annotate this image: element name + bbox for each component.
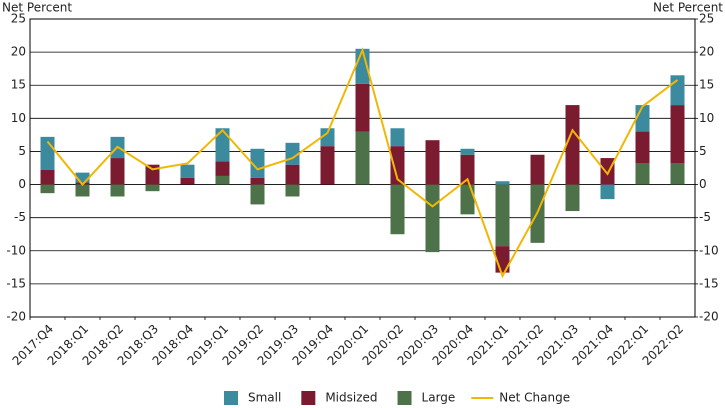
- legend-swatch: [224, 391, 238, 405]
- bar-segment: [670, 105, 685, 164]
- legend-label: Midsized: [325, 391, 377, 405]
- bar-segment: [355, 131, 370, 185]
- bar-segment: [565, 184, 580, 212]
- y-tick-label: -15: [6, 276, 26, 290]
- bar-segment: [285, 164, 300, 185]
- bar-segment: [670, 163, 685, 185]
- y-tick-label: 5: [18, 144, 26, 158]
- bar-segment: [460, 148, 475, 155]
- net-change-line: [46, 47, 679, 279]
- y2-tick-label: 25: [699, 12, 714, 26]
- y-tick-label: 15: [11, 78, 26, 92]
- bar-segment: [670, 75, 685, 106]
- bar-segment: [250, 148, 265, 178]
- bar-segment: [600, 158, 615, 185]
- y2-tick-label: 10: [699, 111, 714, 125]
- y2-tick-label: 0: [699, 177, 707, 191]
- bar-segment: [110, 158, 125, 185]
- y2-tick-label: -10: [699, 243, 719, 257]
- bar-segment: [355, 83, 370, 132]
- bar-segment: [215, 175, 230, 185]
- bar-segment: [145, 184, 160, 192]
- bar-segment: [320, 146, 335, 185]
- bar-segment: [495, 181, 510, 185]
- bar-segment: [390, 128, 405, 147]
- bar-segment: [180, 177, 195, 185]
- bar-segment: [460, 184, 475, 215]
- legend-label: Large: [422, 391, 456, 405]
- bar-segment: [635, 163, 650, 185]
- bar-segment: [320, 128, 335, 147]
- bar-segment: [390, 146, 405, 185]
- y2-tick-label: 5: [699, 144, 707, 158]
- bar-segment: [250, 177, 265, 185]
- bar-segment: [110, 184, 125, 197]
- y2-tick-label: 20: [699, 45, 714, 59]
- y2-tick-label: -5: [699, 210, 711, 224]
- bar-segment: [285, 184, 300, 197]
- y2-tick-label: 15: [699, 78, 714, 92]
- plot-frame: [29, 18, 696, 318]
- bar-segment: [40, 169, 55, 185]
- bar-segment: [600, 184, 615, 200]
- y-axis-label: Net Percent: [2, 1, 72, 15]
- legend-label: Net Change: [499, 391, 570, 405]
- y-tick-label: -5: [14, 210, 26, 224]
- y-tick-label: -10: [6, 243, 26, 257]
- y-tick-label: -20: [6, 310, 26, 324]
- bar-segment: [425, 184, 440, 253]
- legend-swatch: [301, 391, 316, 405]
- bar-segment: [390, 184, 405, 235]
- y-tick-label: 20: [11, 45, 26, 59]
- bar-segment: [635, 131, 650, 164]
- bar-segment: [530, 154, 545, 185]
- bar-segment: [635, 105, 650, 132]
- bar-segment: [495, 184, 510, 247]
- bar-segment: [425, 140, 440, 185]
- y-tick-label: 25: [11, 12, 26, 26]
- bar-segment: [75, 184, 90, 197]
- bar-segment: [180, 164, 195, 178]
- bar-segment: [215, 161, 230, 176]
- y2-tick-label: -15: [699, 276, 719, 290]
- y2-tick-label: -20: [699, 310, 719, 324]
- bar-segment: [250, 184, 265, 205]
- y-tick-label: 10: [11, 111, 26, 125]
- y2-axis-label: Net Percent: [653, 1, 723, 15]
- legend-label: Small: [248, 391, 281, 405]
- bar-segment: [565, 105, 580, 185]
- y-tick-label: 0: [18, 177, 26, 191]
- bar-segment: [40, 184, 55, 194]
- legend-swatch: [397, 391, 412, 405]
- bar-segment: [460, 154, 475, 185]
- bar-segment: [75, 172, 90, 183]
- bar-segment: [215, 128, 230, 162]
